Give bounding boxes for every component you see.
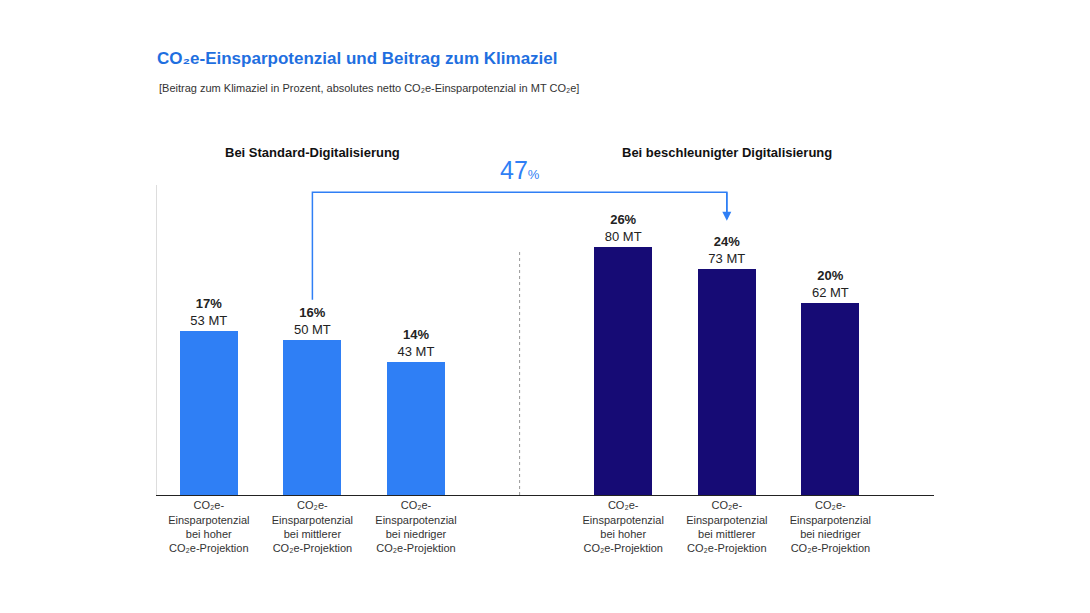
svg-text:CO₂e-Einsparpotenzial und Beit: CO₂e-Einsparpotenzial und Beitrag zum Kl…	[157, 49, 558, 68]
svg-text:CO₂e-Einsparpotenzialbei niedr: CO₂e-Einsparpotenzialbei niedrigerCO₂e-P…	[375, 499, 456, 554]
svg-text:[Beitrag zum Klimaziel in Proz: [Beitrag zum Klimaziel in Prozent, absol…	[159, 82, 579, 94]
svg-text:20%62 MT: 20%62 MT	[812, 268, 849, 300]
svg-text:CO₂e-Einsparpotenzialbei mittl: CO₂e-Einsparpotenzialbei mittlererCO₂e-P…	[686, 499, 767, 554]
svg-text:14%43 MT: 14%43 MT	[398, 327, 435, 359]
svg-text:16%50 MT: 16%50 MT	[294, 305, 331, 337]
svg-text:CO₂e-Einsparpotenzialbei mittl: CO₂e-Einsparpotenzialbei mittlererCO₂e-P…	[272, 499, 353, 554]
svg-text:Bei Standard-Digitalisierung: Bei Standard-Digitalisierung	[225, 145, 400, 160]
svg-text:CO₂e-Einsparpotenzialbei hoher: CO₂e-Einsparpotenzialbei hoherCO₂e-Proje…	[583, 499, 664, 554]
svg-text:CO₂e-Einsparpotenzialbei hoher: CO₂e-Einsparpotenzialbei hoherCO₂e-Proje…	[168, 499, 249, 554]
svg-text:47%: 47%	[500, 156, 540, 184]
svg-text:17%53 MT: 17%53 MT	[190, 296, 227, 328]
svg-text:CO₂e-Einsparpotenzialbei niedr: CO₂e-Einsparpotenzialbei niedrigerCO₂e-P…	[790, 499, 871, 554]
svg-text:Bei beschleunigter Digitalisie: Bei beschleunigter Digitalisierung	[622, 145, 832, 160]
svg-text:24%73 MT: 24%73 MT	[708, 234, 745, 266]
svg-text:26%80 MT: 26%80 MT	[605, 212, 642, 244]
